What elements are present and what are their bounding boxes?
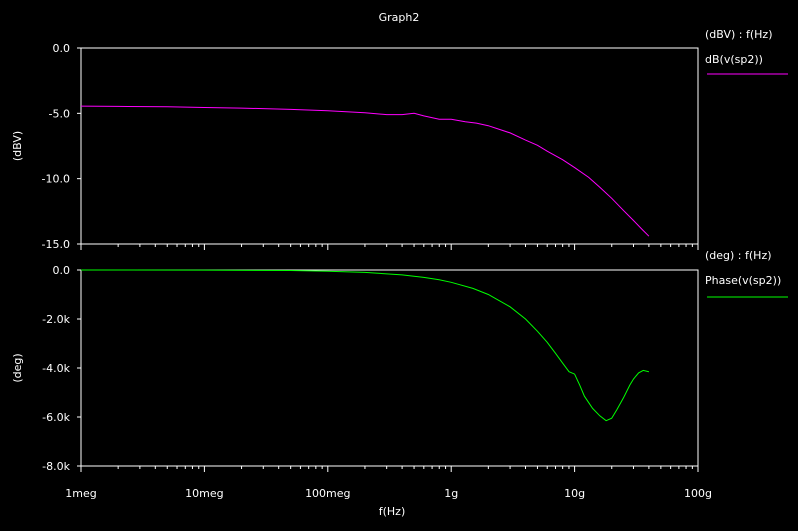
magnitude-plot-frame [80, 47, 699, 245]
phase-y-tick-label: -2.0k [42, 313, 70, 326]
x-tick-label: 1g [444, 487, 458, 500]
phase-series-line [80, 269, 650, 422]
magnitude-y-ticks: 0.0 -5.0 -10.0 -15.0 [42, 42, 699, 251]
phase-panel: 0.0-2.0k-4.0k-6.0k-8.0k 1meg 10meg 100meg 1… [11, 249, 788, 518]
phase-y-axis-label: (deg) [11, 353, 24, 382]
magnitude-legend-entry: dB(v(sp2)) [705, 53, 763, 66]
magnitude-y-tick-label: -5.0 [49, 107, 70, 120]
phase-y-tick-label: -8.0k [42, 460, 70, 473]
phase-y-tick-label: -4.0k [42, 362, 70, 375]
magnitude-series-line [80, 105, 650, 237]
phase-x-ticks: 1meg 10meg 100meg 1g 10g 100g [65, 487, 712, 500]
chart-title: Graph2 [379, 11, 420, 24]
x-tick-label: 100g [684, 487, 712, 500]
magnitude-y-tick-label: 0.0 [53, 42, 71, 55]
magnitude-y-axis-label: (dBV) [11, 131, 24, 161]
x-tick-label: 100meg [305, 487, 350, 500]
magnitude-y-tick-label: -10.0 [42, 173, 70, 186]
phase-y-tick-label: 0.0 [53, 264, 71, 277]
x-axis-label: f(Hz) [379, 505, 406, 518]
magnitude-y-tick-label: -15.0 [42, 238, 70, 251]
x-tick-label: 1meg [65, 487, 96, 500]
x-tick-label: 10g [564, 487, 585, 500]
phase-legend-axis-label: (deg) : f(Hz) [705, 249, 772, 262]
magnitude-panel: 0.0 -5.0 -10.0 -15.0 (dBV) (dBV) : f(Hz) dB… [11, 28, 788, 251]
phase-y-tick-label: -6.0k [42, 411, 70, 424]
magnitude-legend-axis-label: (dBV) : f(Hz) [705, 28, 773, 41]
phase-legend-entry: Phase(v(sp2)) [705, 274, 781, 287]
x-tick-label: 10meg [185, 487, 223, 500]
phase-y-ticks: 0.0 -2.0k -4.0k -6.0k -8.0k [42, 264, 699, 473]
